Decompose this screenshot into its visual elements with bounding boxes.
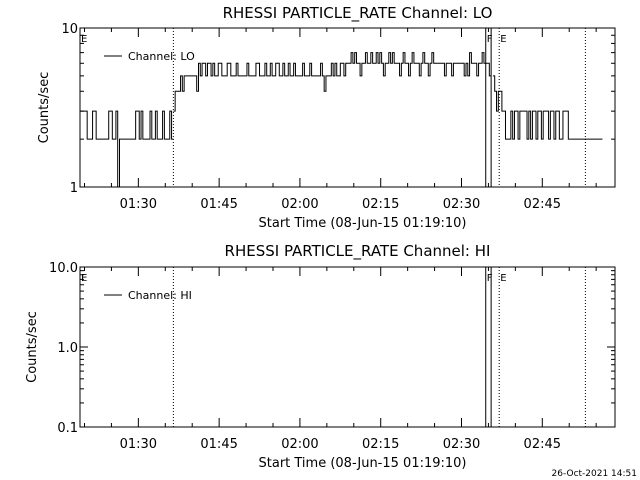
chart1-x-tick-label: 02:15 bbox=[362, 197, 399, 212]
chart2-y-tick-label: 1.0 bbox=[57, 341, 78, 356]
chart2-x-tick-label: 02:45 bbox=[524, 437, 561, 452]
chart1-title: RHESSI PARTICLE_RATE Channel: LO bbox=[223, 4, 493, 23]
chart2-y-axis-label: Counts/sec bbox=[25, 311, 40, 383]
chart1-series-channel-lo-segment-2 bbox=[173, 52, 492, 112]
chart2-x-tick-label: 02:15 bbox=[362, 437, 399, 452]
chart2-y-tick-label: 10.0 bbox=[49, 261, 78, 276]
chart2-x-tick-label: 02:00 bbox=[281, 437, 318, 452]
chart2-x-tick-label: 01:30 bbox=[120, 437, 157, 452]
chart1-x-tick-label: 02:00 bbox=[281, 197, 318, 212]
chart1-y-tick-label: 1 bbox=[70, 181, 78, 196]
chart2-legend-label: Channel: HI bbox=[128, 289, 192, 302]
chart1-marker-label: F bbox=[487, 34, 493, 45]
chart1-y-tick-label: 10 bbox=[61, 22, 78, 37]
chart1-marker-label: E bbox=[81, 34, 87, 45]
chart2-title: RHESSI PARTICLE_RATE Channel: HI bbox=[225, 242, 491, 261]
chart1-plot-frame bbox=[79, 27, 616, 188]
chart2-y-tick-label: 0.1 bbox=[57, 421, 78, 436]
chart1-x-tick-label: 02:30 bbox=[443, 197, 480, 212]
chart1-x-tick-label: 01:30 bbox=[120, 197, 157, 212]
chart2-marker-label: E bbox=[81, 273, 87, 284]
chart1-x-tick-label: 01:45 bbox=[200, 197, 237, 212]
footer-timestamp: 26-Oct-2021 14:51 bbox=[552, 469, 637, 479]
chart1-series-channel-lo-segment-3 bbox=[492, 75, 571, 140]
chart1-series-channel-lo-segment-1 bbox=[80, 110, 174, 188]
chart1-legend-label: Channel: LO bbox=[128, 50, 195, 63]
chart1-y-axis-label: Counts/sec bbox=[37, 72, 52, 144]
chart1-x-tick-label: 02:45 bbox=[524, 197, 561, 212]
chart1-x-axis-label: Start Time (08-Jun-15 01:19:10) bbox=[259, 216, 467, 231]
chart2-x-tick-label: 02:30 bbox=[443, 437, 480, 452]
chart1-marker-label: E bbox=[500, 34, 506, 45]
chart2-marker-label: E bbox=[500, 273, 506, 284]
chart2-x-axis-label: Start Time (08-Jun-15 01:19:10) bbox=[259, 456, 467, 471]
chart2-x-tick-label: 01:45 bbox=[200, 437, 237, 452]
chart2-marker-label: F bbox=[487, 273, 493, 284]
